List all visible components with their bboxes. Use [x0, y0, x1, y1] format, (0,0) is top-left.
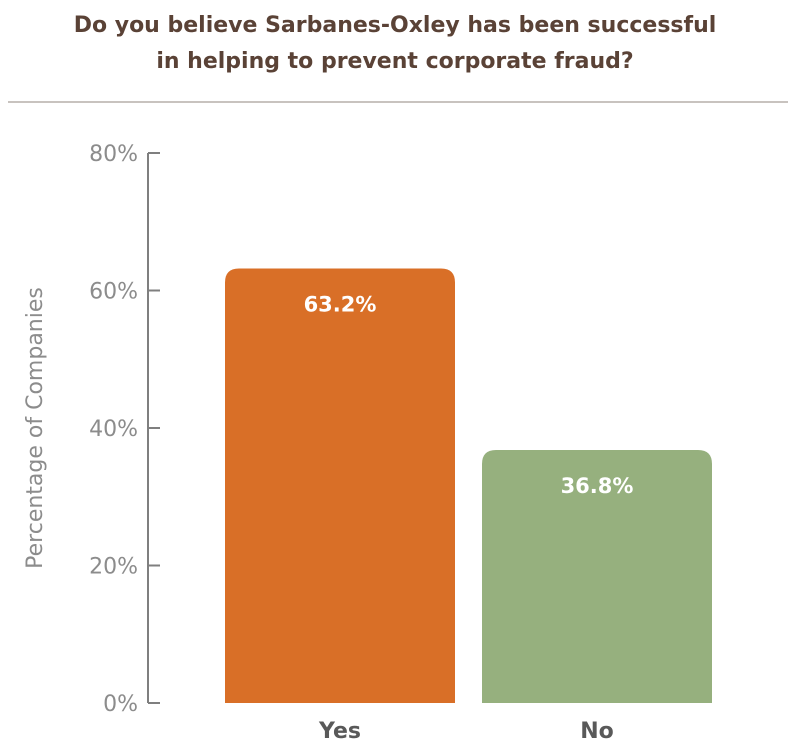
bar-yes — [225, 268, 455, 703]
chart-title-line-1: Do you believe Sarbanes-Oxley has been s… — [73, 13, 717, 38]
x-tick-label-no: No — [580, 719, 614, 744]
x-tick-label-yes: Yes — [318, 719, 361, 744]
y-tick-label: 80% — [89, 142, 138, 167]
bars: 63.2% 36.8% — [225, 268, 712, 703]
y-axis-label: Percentage of Companies — [23, 287, 48, 569]
bar-no — [482, 450, 712, 703]
title-divider — [8, 101, 788, 103]
y-axis: 0% 20% 40% 60% 80% — [89, 142, 160, 717]
data-label-yes: 63.2% — [304, 293, 377, 317]
y-tick-label: 60% — [89, 280, 138, 305]
x-axis-labels: Yes No — [318, 719, 614, 744]
y-tick-label: 0% — [103, 692, 138, 717]
data-label-no: 36.8% — [561, 474, 634, 498]
chart-title-line-2: in helping to prevent corporate fraud? — [156, 49, 634, 74]
y-tick-label: 20% — [89, 555, 138, 580]
y-tick-label: 40% — [89, 417, 138, 442]
chart-title: Do you believe Sarbanes-Oxley has been s… — [0, 8, 790, 80]
